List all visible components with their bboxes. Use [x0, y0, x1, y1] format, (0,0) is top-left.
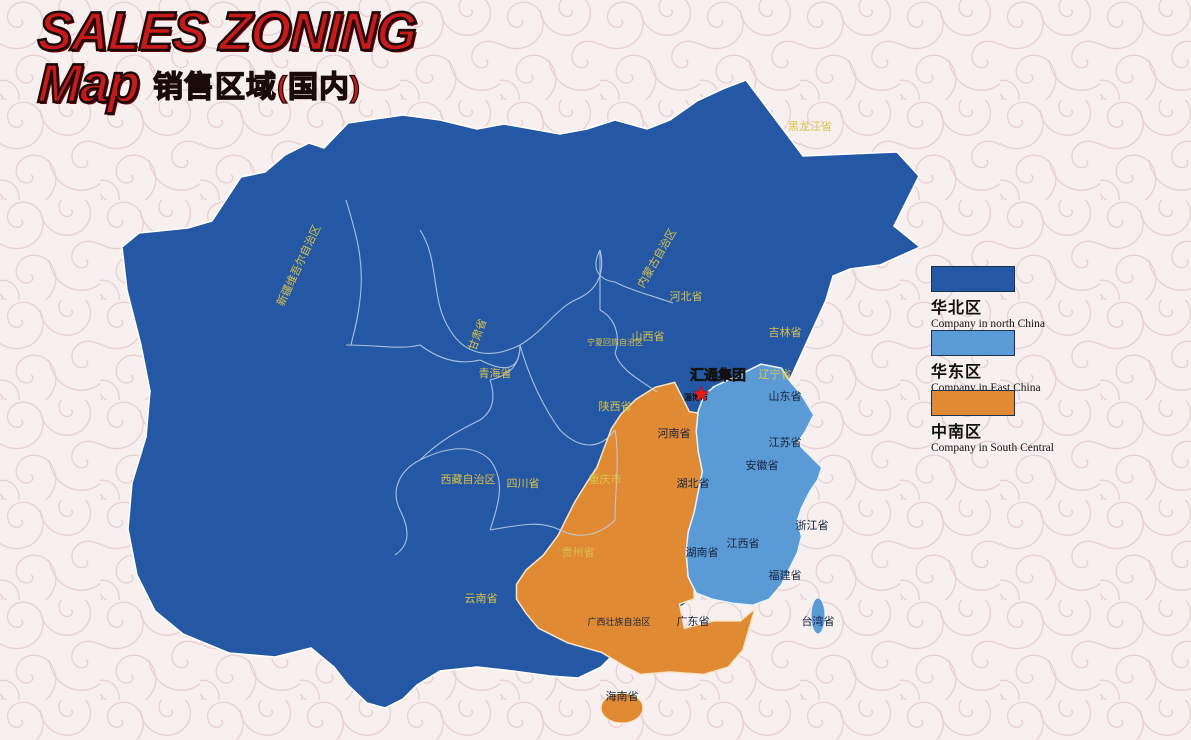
svg-text:江西省: 江西省 [727, 537, 760, 550]
svg-text:安徽省: 安徽省 [746, 458, 779, 472]
svg-text:广东省: 广东省 [677, 615, 710, 628]
svg-text:台湾省: 台湾省 [802, 614, 835, 628]
svg-text:贵州省: 贵州省 [562, 546, 595, 559]
svg-text:云南省: 云南省 [465, 592, 498, 605]
svg-text:四川省: 四川省 [507, 477, 540, 490]
svg-text:汇通集团: 汇通集团 [690, 367, 746, 383]
svg-text:山东省: 山东省 [769, 390, 802, 403]
svg-text:青海省: 青海省 [479, 366, 512, 380]
svg-text:河北省: 河北省 [670, 290, 703, 303]
svg-text:福建省: 福建省 [769, 568, 802, 582]
svg-text:海南省: 海南省 [606, 689, 639, 703]
svg-text:吉林省: 吉林省 [769, 325, 802, 339]
svg-text:浙江省: 浙江省 [796, 519, 829, 532]
svg-text:广西壮族自治区: 广西壮族自治区 [587, 616, 650, 627]
svg-text:河南省: 河南省 [658, 427, 691, 440]
svg-text:黑龙江省: 黑龙江省 [788, 120, 832, 133]
svg-text:重庆市: 重庆市 [589, 472, 622, 486]
svg-text:湖南省: 湖南省 [686, 546, 719, 559]
svg-text:江苏省: 江苏省 [769, 436, 802, 449]
svg-text:西藏自治区: 西藏自治区 [441, 472, 496, 486]
svg-text:陕西省: 陕西省 [599, 399, 632, 413]
svg-text:辽宁省: 辽宁省 [759, 367, 792, 381]
svg-text:湖北省: 湖北省 [677, 477, 710, 490]
svg-text:山西省: 山西省 [632, 330, 665, 343]
